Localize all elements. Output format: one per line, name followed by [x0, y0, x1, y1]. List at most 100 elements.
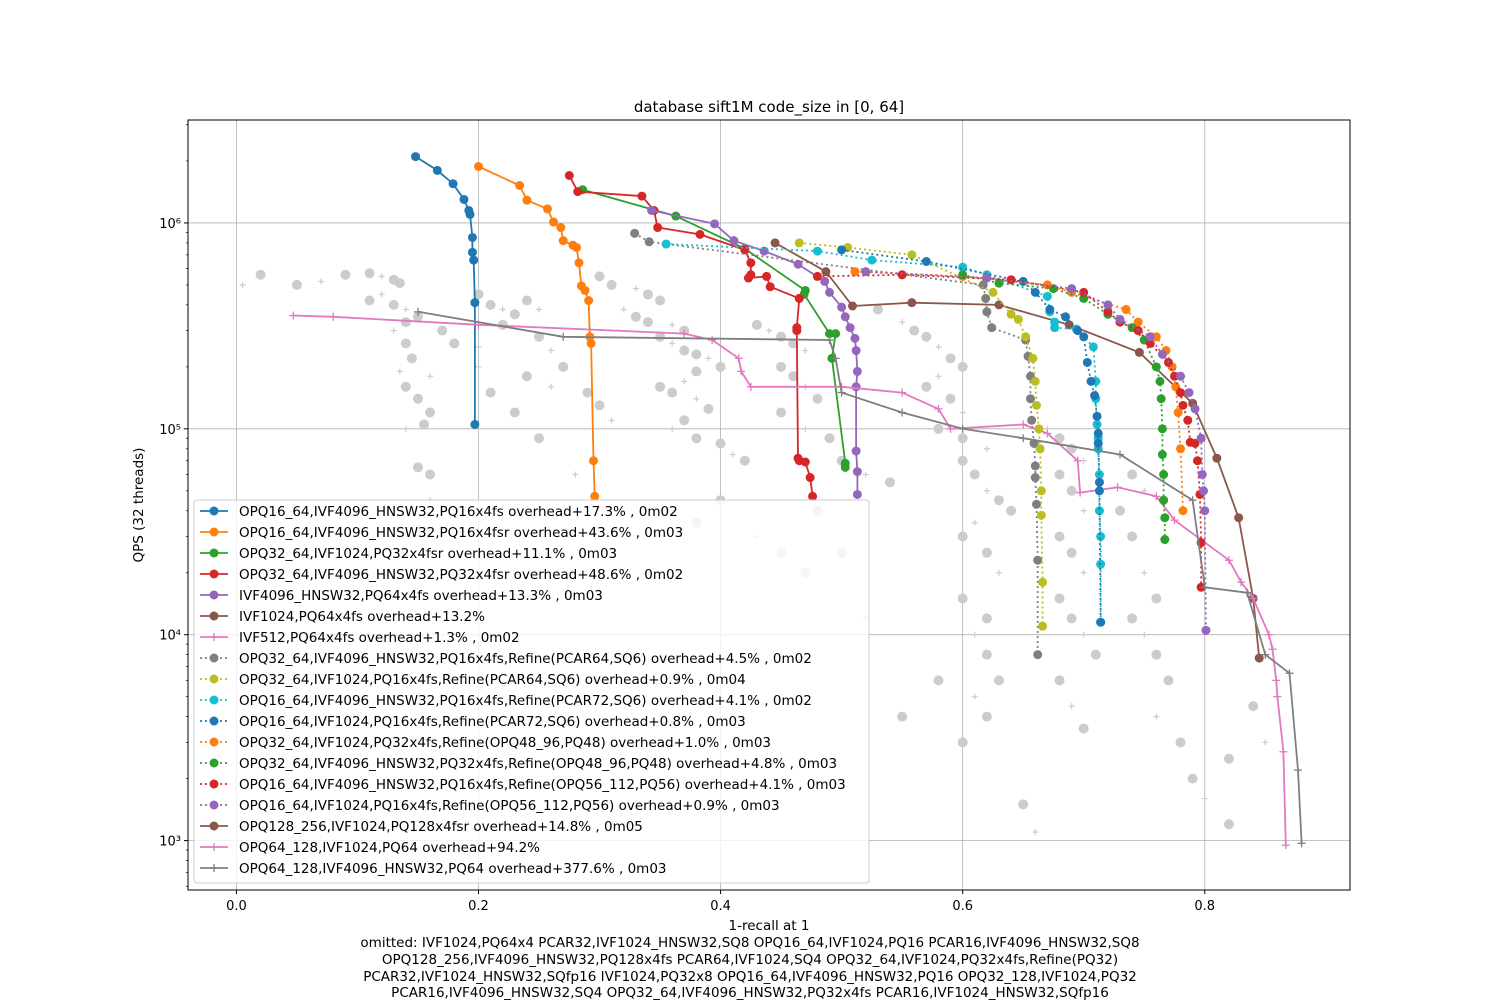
y-axis-label: QPS (32 threads) — [131, 448, 147, 563]
omitted-line-1: omitted: IVF1024,PQ64x4 PCAR32,IVF1024_H… — [360, 935, 1140, 951]
background-point — [921, 331, 932, 342]
series-point — [661, 239, 671, 249]
series-point — [209, 653, 219, 663]
series-line — [841, 249, 1102, 623]
series-point — [988, 287, 998, 297]
background-point — [1115, 505, 1126, 516]
chart-title: database sift1M code_size in [0, 64] — [634, 98, 904, 117]
background-point — [1054, 469, 1065, 480]
background-point — [957, 433, 968, 444]
series-point — [1030, 376, 1040, 386]
series-point — [845, 323, 855, 333]
omitted-line-4: PCAR16,IVF4096_HNSW32,SQ4 OPQ32_64,IVF40… — [391, 985, 1109, 1001]
series-point — [982, 273, 992, 283]
background-point — [1151, 649, 1162, 660]
legend-label: IVF1024,PQ64x4fs overhead+13.2% — [239, 609, 485, 625]
background-point — [691, 349, 702, 360]
series-point — [1064, 320, 1074, 330]
background-point — [412, 311, 423, 322]
series-point — [1032, 400, 1042, 410]
series-point — [861, 267, 871, 277]
background-point — [1006, 505, 1017, 516]
series-point — [542, 204, 552, 214]
background-point — [412, 462, 423, 473]
series-point — [851, 446, 861, 456]
background-point — [291, 279, 302, 290]
background-point — [957, 455, 968, 466]
series-point — [573, 187, 583, 197]
background-point — [824, 433, 835, 444]
legend-box — [193, 499, 870, 884]
y-tick-label: 10³ — [159, 835, 181, 850]
background-point — [642, 317, 653, 328]
series-point — [1092, 411, 1102, 421]
series-point — [982, 307, 992, 317]
series-point — [1190, 438, 1200, 448]
background-point — [364, 295, 375, 306]
background-point — [340, 269, 351, 280]
background-point — [642, 289, 653, 300]
series-point — [1034, 424, 1044, 434]
series-point — [1073, 326, 1083, 336]
series-point — [1192, 456, 1202, 466]
background-point — [776, 361, 787, 372]
series-point — [1033, 555, 1043, 565]
series-point — [1133, 317, 1143, 327]
series-point — [209, 527, 219, 537]
background-point — [933, 423, 944, 434]
series-point — [765, 282, 775, 292]
series-point — [978, 280, 988, 290]
background-point — [485, 387, 496, 398]
series-point — [1035, 444, 1045, 454]
series-line — [582, 188, 847, 468]
legend-label: OPQ64_128,IVF4096_HNSW32,PQ64 overhead+3… — [239, 861, 667, 877]
series-point — [1030, 287, 1040, 297]
legend-label: OPQ16_64,IVF4096_HNSW32,PQ16x4fs overhea… — [239, 504, 678, 520]
background-point — [582, 387, 593, 398]
background-point — [993, 675, 1004, 686]
background-point — [715, 361, 726, 372]
background-point — [1054, 675, 1065, 686]
series-point — [1088, 342, 1098, 352]
background-point — [655, 295, 666, 306]
series-point — [1094, 477, 1104, 487]
background-point — [945, 353, 956, 364]
background-point — [594, 271, 605, 282]
legend-label: OPQ32_64,IVF4096_HNSW32,PQ32x4fsr overhe… — [239, 567, 683, 583]
series-point — [1042, 291, 1052, 301]
series-point — [411, 152, 421, 162]
background-point — [1223, 753, 1234, 764]
series-point — [821, 267, 831, 277]
series-point — [1159, 495, 1169, 505]
background-point — [1018, 799, 1029, 810]
series-point — [209, 758, 219, 768]
x-tick-label: 0.8 — [1194, 899, 1215, 914]
x-tick-label: 0.2 — [468, 899, 489, 914]
series-17 — [413, 307, 1306, 848]
series-point — [1145, 332, 1155, 342]
series-point — [1050, 323, 1060, 333]
legend-label: OPQ32_64,IVF1024,PQ32x4fs,Refine(OPQ48_9… — [239, 735, 771, 751]
background-point — [872, 304, 883, 315]
series-point — [209, 611, 219, 621]
background-point — [425, 407, 436, 418]
series-point — [1061, 312, 1071, 322]
series-point — [1212, 453, 1222, 463]
background-points — [239, 268, 1269, 836]
series-line — [293, 314, 1287, 846]
series-1 — [474, 161, 600, 501]
background-point — [521, 371, 532, 382]
series-7 — [630, 228, 1043, 660]
background-point — [667, 387, 678, 398]
series-point — [820, 276, 830, 286]
series-point — [1030, 473, 1040, 483]
x-tick-label: 0.0 — [226, 899, 247, 914]
series-point — [1013, 314, 1023, 324]
series-point — [840, 312, 850, 322]
series-10 — [837, 245, 1106, 627]
background-point — [981, 547, 992, 558]
series-11 — [850, 267, 1188, 516]
legend-label: OPQ128_256,IVF1024,PQ128x4fsr overhead+1… — [239, 819, 643, 835]
legend: OPQ16_64,IVF4096_HNSW32,PQ16x4fs overhea… — [193, 499, 870, 884]
